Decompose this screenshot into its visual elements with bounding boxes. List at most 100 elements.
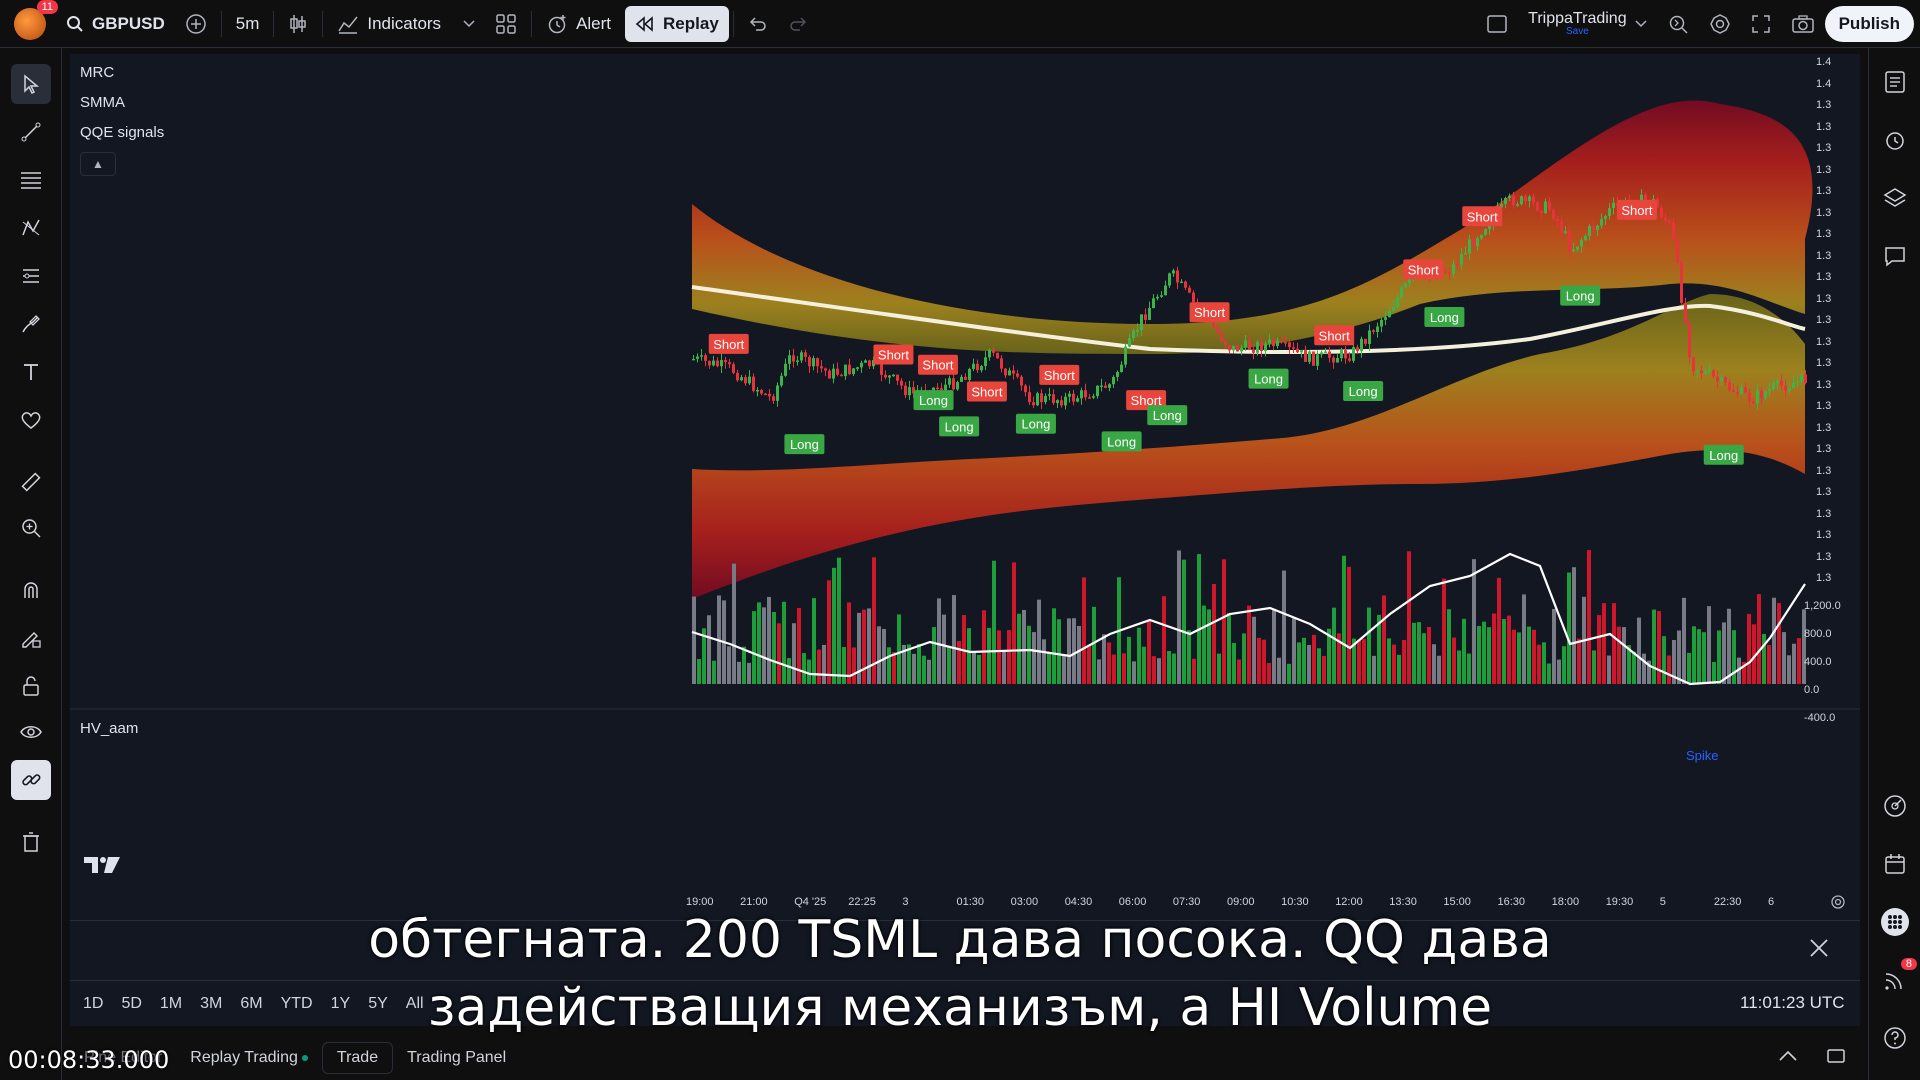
remove-drawings-tool[interactable] (11, 822, 51, 862)
settings-button[interactable] (1699, 6, 1741, 42)
range-button[interactable]: 3M (200, 994, 223, 1012)
cursor-tool[interactable] (11, 64, 51, 104)
tab-pine-editor[interactable]: Pine Editor (84, 1049, 163, 1066)
text-tool[interactable] (11, 352, 51, 392)
candle-body (996, 352, 999, 359)
range-button[interactable]: All (405, 994, 424, 1012)
candle-body (1548, 201, 1551, 210)
chats-button[interactable] (1875, 236, 1915, 276)
volume-bar (1057, 619, 1061, 684)
candle-body (1260, 341, 1263, 351)
interval-button[interactable]: 5m (235, 13, 260, 33)
watchlist-button[interactable] (1875, 62, 1915, 102)
pattern-tool[interactable] (11, 208, 51, 248)
chart-canvas: ShortLongShortShortLongShortLongShortLon… (70, 100, 1860, 710)
volume-bar (1487, 627, 1491, 684)
price-axis[interactable]: 1.4 1.4 1.3 1.3 1.3 1.3 1.3 1.3 1.3 1.3 1.3 1.3 1.3 1… (1794, 54, 1860, 920)
lock-drawings-tool[interactable] (11, 666, 51, 706)
alerts-button[interactable] (1875, 120, 1915, 160)
short-signal-label: Short (1039, 364, 1080, 385)
snapshot-button[interactable] (1781, 6, 1825, 42)
fullscreen-button[interactable] (1741, 6, 1781, 42)
volume-bar (872, 557, 876, 684)
signal-text: Long (790, 437, 819, 452)
close-button[interactable] (1808, 937, 1830, 964)
range-button[interactable]: 1M (159, 994, 183, 1012)
user-avatar[interactable]: 11 (14, 0, 58, 40)
layout-checkbox[interactable] (1476, 6, 1518, 42)
favorite-tool[interactable] (11, 400, 51, 440)
volume-bar (1052, 608, 1056, 684)
candle-body (832, 368, 835, 379)
volume-tick-label: -400.0 (1804, 712, 1836, 724)
object-tree-button[interactable] (1875, 178, 1915, 218)
publish-button[interactable]: Publish (1824, 5, 1914, 42)
candle-body (1720, 377, 1723, 382)
time-axis[interactable]: 19:00 21:00 Q4 '25 22:25 3 01:30 03:00 04:30 06:… (70, 896, 1860, 918)
tab-trade[interactable]: Trade (321, 1042, 394, 1074)
fib-tool[interactable] (11, 160, 51, 200)
signal-text: Short (1194, 305, 1225, 320)
volume-bar (1757, 594, 1761, 684)
volume-bar (1142, 646, 1146, 684)
help-button[interactable] (1875, 1018, 1915, 1058)
calendar-button[interactable] (1875, 844, 1915, 884)
volume-legend[interactable]: HV_aam (80, 720, 139, 737)
tab-trading-panel[interactable]: Trading Panel (407, 1049, 507, 1066)
chevron-down-icon[interactable] (463, 19, 475, 28)
range-button[interactable]: 5D (121, 994, 142, 1012)
chart-type-button[interactable] (278, 6, 318, 42)
signal-box (784, 434, 825, 455)
range-button[interactable]: 1Y (330, 994, 351, 1012)
range-button[interactable]: YTD (280, 994, 313, 1012)
hide-drawings-tool[interactable] (11, 712, 51, 752)
collapse-panel-button[interactable] (1764, 1043, 1812, 1073)
products-button[interactable] (1875, 902, 1915, 942)
range-button[interactable]: 1D (83, 994, 104, 1012)
brush-tool[interactable] (11, 304, 51, 344)
quick-search-button[interactable] (1657, 6, 1699, 42)
drawing-mode-tool[interactable] (11, 618, 51, 658)
range-button[interactable]: 6M (240, 994, 263, 1012)
candle-body (1508, 195, 1511, 199)
qqe-legend[interactable]: QQE signals (80, 124, 165, 141)
candle-body (948, 378, 951, 385)
long-signal-label: Long (784, 434, 825, 455)
measure-tool[interactable] (11, 462, 51, 502)
replay-button[interactable]: Replay (625, 5, 729, 42)
candle-body (700, 355, 703, 357)
screener-button[interactable] (1875, 786, 1915, 826)
candle-body (1468, 239, 1471, 254)
symbol-search[interactable]: GBPUSD (56, 6, 175, 42)
layout-name-menu[interactable]: TrippaTrading Save (1518, 6, 1656, 42)
layouts-button[interactable] (485, 6, 527, 42)
zoom-tool[interactable] (11, 508, 51, 548)
alert-button[interactable]: Alert (536, 6, 621, 42)
ideas-stream-button[interactable]: 8 (1875, 958, 1917, 1000)
volume-bar (757, 602, 761, 684)
legend-collapse-button[interactable]: ▲ (80, 152, 116, 176)
prediction-tool[interactable] (11, 256, 51, 296)
candle-body (1356, 347, 1359, 352)
smma-legend[interactable]: SMMA (80, 94, 125, 111)
volume-bar (1042, 639, 1046, 684)
maximize-panel-button[interactable] (1812, 1041, 1860, 1076)
candle-body (1364, 338, 1367, 344)
tab-replay-trading[interactable]: Replay Trading (176, 1043, 322, 1073)
candle-body (884, 374, 887, 378)
magnet-tool[interactable] (11, 570, 51, 610)
mrc-legend[interactable]: MRC (80, 64, 115, 81)
axis-settings-button[interactable] (1830, 894, 1846, 915)
chart-pane[interactable]: Short Long Short Short Long Short Long Short Lon… (70, 54, 1860, 920)
range-button[interactable]: 5Y (368, 994, 388, 1012)
volume-bar (867, 608, 871, 684)
candle-body (1372, 330, 1375, 332)
utc-clock[interactable]: 11:01:23 UTC (1740, 993, 1845, 1012)
redo-button[interactable] (778, 6, 818, 42)
undo-button[interactable] (738, 6, 778, 42)
indicators-button[interactable]: Indicators (327, 6, 485, 42)
trend-line-tool[interactable] (11, 112, 51, 152)
sync-drawings-tool[interactable] (11, 760, 51, 800)
compare-button[interactable] (175, 6, 217, 42)
volume-bar (1187, 630, 1191, 684)
